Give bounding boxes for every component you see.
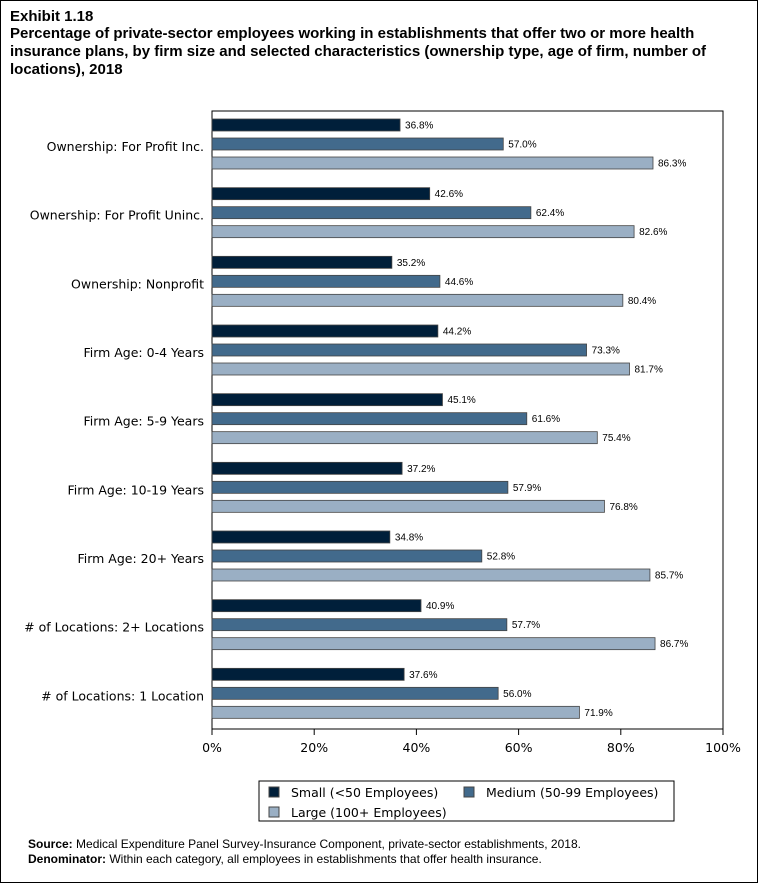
value-label: 76.8% [609, 502, 637, 513]
value-label: 44.6% [445, 277, 473, 288]
category-label: # of Locations: 2+ Locations [24, 620, 204, 635]
value-label: 56.0% [503, 689, 531, 700]
bar [211, 293, 624, 307]
bar [211, 137, 504, 151]
bar [211, 412, 528, 426]
value-label: 36.8% [405, 121, 433, 132]
value-label: 45.1% [447, 395, 475, 406]
value-label: 57.7% [512, 620, 540, 631]
bar [211, 431, 598, 445]
x-tick-label: 80% [607, 740, 635, 755]
bar [211, 637, 656, 651]
bar [211, 393, 443, 407]
value-label: 86.3% [658, 159, 686, 170]
category-label: Firm Age: 5-9 Years [83, 414, 204, 429]
x-tick-label: 0% [202, 740, 222, 755]
value-label: 80.4% [628, 296, 656, 307]
value-label: 40.9% [426, 601, 454, 612]
bar [211, 667, 405, 681]
value-label: 82.6% [639, 227, 667, 238]
value-label: 73.3% [592, 346, 620, 357]
denominator-label: Denominator: [28, 852, 106, 866]
value-label: 44.2% [443, 327, 471, 338]
denominator-note: Denominator: Within each category, all e… [28, 852, 542, 866]
bar [211, 156, 654, 170]
bar [211, 568, 651, 582]
bar [211, 274, 441, 288]
value-label: 57.9% [513, 483, 541, 494]
exhibit-number: Exhibit 1.18 [10, 8, 94, 25]
chart-title: Percentage of private-sector employees w… [10, 25, 707, 78]
source-text: Medical Expenditure Panel Survey-Insuran… [72, 837, 581, 851]
bar [211, 499, 605, 513]
bar [211, 187, 431, 201]
value-label: 71.9% [584, 708, 612, 719]
x-tick-label: 20% [300, 740, 328, 755]
value-label: 85.7% [655, 571, 683, 582]
value-label: 52.8% [487, 552, 515, 563]
bar [211, 461, 403, 475]
value-label: 37.6% [409, 670, 437, 681]
bar [211, 480, 509, 494]
value-label: 37.2% [407, 464, 435, 475]
value-label: 42.6% [435, 189, 463, 200]
bar [211, 599, 422, 613]
bar [211, 618, 508, 632]
bar [211, 225, 635, 239]
bar [211, 530, 391, 544]
legend-label: Medium (50-99 Employees) [486, 785, 658, 800]
category-label: Firm Age: 20+ Years [77, 551, 204, 566]
denominator-text: Within each category, all employees in e… [106, 852, 542, 866]
category-label: Ownership: For Profit Uninc. [30, 208, 204, 223]
value-label: 34.8% [395, 533, 423, 544]
value-label: 62.4% [536, 208, 564, 219]
category-label: Ownership: For Profit Inc. [47, 139, 204, 154]
legend-swatch [463, 786, 475, 798]
bar [211, 206, 532, 220]
source-note: Source: Medical Expenditure Panel Survey… [28, 837, 581, 851]
category-label: Firm Age: 10-19 Years [68, 482, 204, 497]
x-tick-label: 100% [705, 740, 741, 755]
value-label: 75.4% [602, 433, 630, 444]
value-label: 86.7% [660, 639, 688, 650]
bar [211, 324, 439, 338]
value-label: 57.0% [508, 140, 536, 151]
legend-swatch [268, 806, 280, 818]
category-label: Firm Age: 0-4 Years [83, 345, 204, 360]
bar [211, 255, 393, 269]
bar [211, 118, 401, 132]
legend-label: Large (100+ Employees) [291, 805, 447, 820]
legend-swatch [268, 786, 280, 798]
x-tick-label: 40% [403, 740, 431, 755]
bar [211, 705, 580, 719]
legend-label: Small (<50 Employees) [291, 785, 438, 800]
bar [211, 362, 630, 376]
source-label: Source: [28, 837, 73, 851]
category-label: Ownership: Nonprofit [71, 276, 204, 291]
bar [211, 549, 483, 563]
value-label: 81.7% [634, 365, 662, 376]
bar [211, 343, 587, 357]
category-label: # of Locations: 1 Location [41, 688, 204, 703]
value-label: 61.6% [532, 414, 560, 425]
bar [211, 686, 499, 700]
value-label: 35.2% [397, 258, 425, 269]
x-tick-label: 60% [505, 740, 533, 755]
